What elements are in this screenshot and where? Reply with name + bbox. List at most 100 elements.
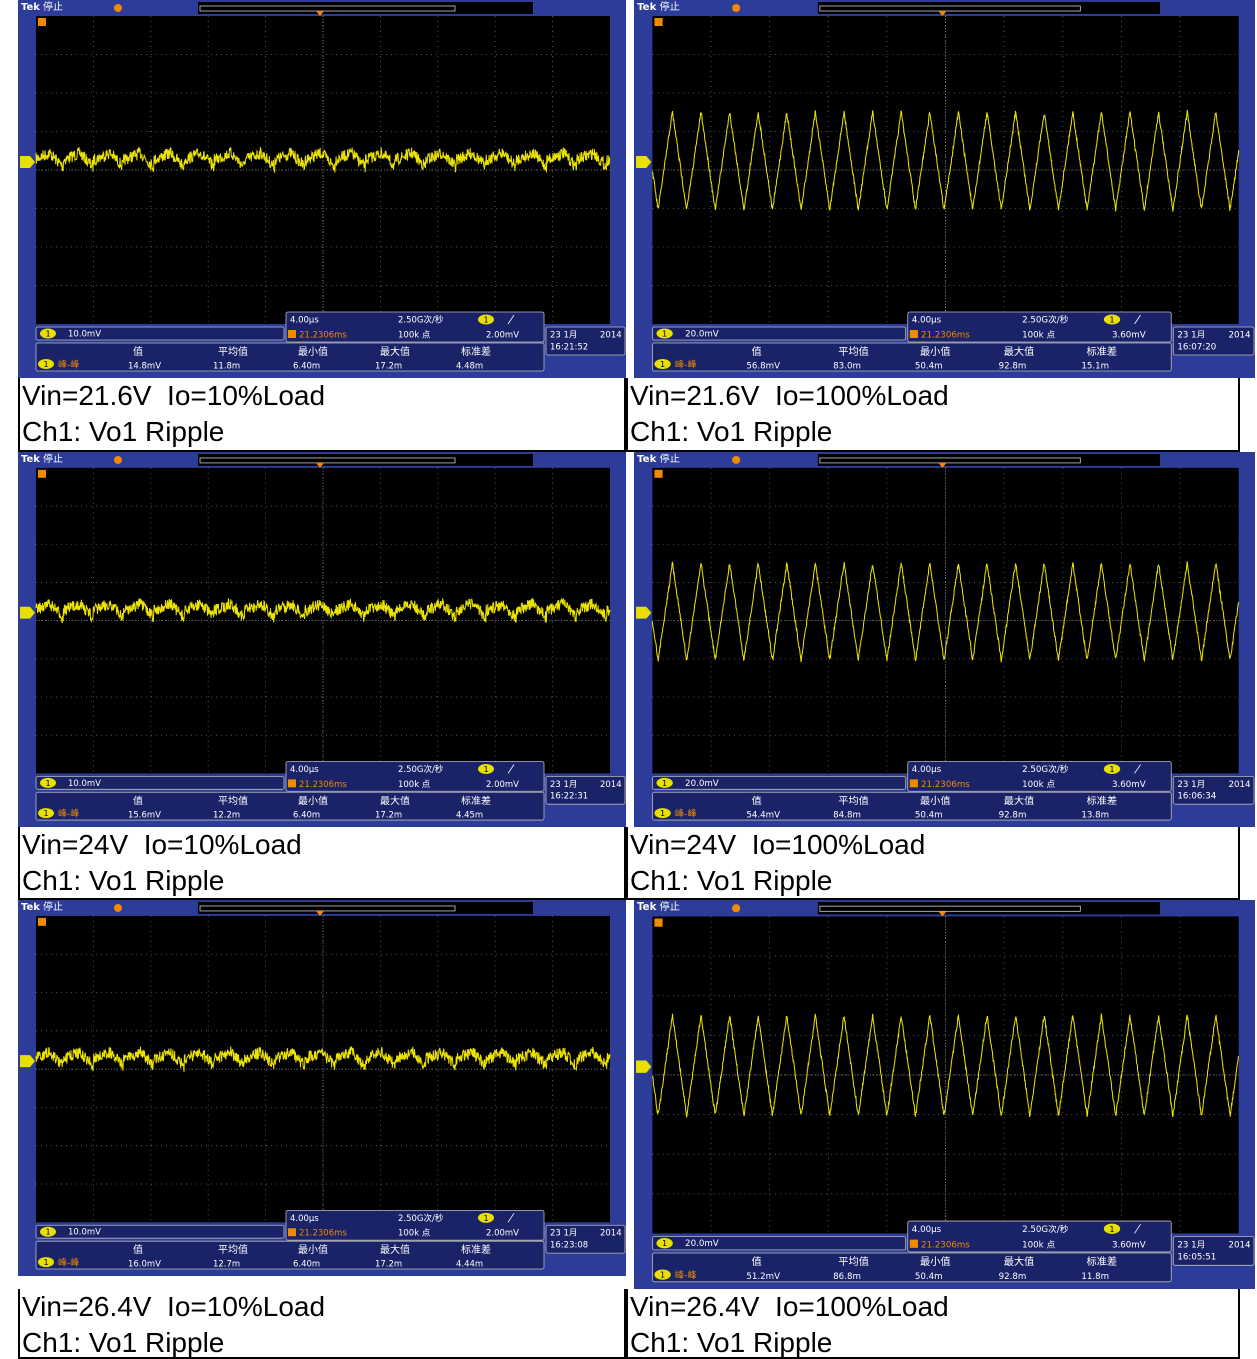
brand: Tek	[637, 2, 657, 13]
measure-value: 56.8mV	[746, 362, 780, 372]
channel-number: 1	[45, 1228, 50, 1237]
record-bar	[198, 902, 533, 914]
caption: Vin=21.6V Io=10%LoadCh1: Vo1 Ripple	[18, 378, 626, 452]
record-length: 100k 点	[1022, 330, 1055, 341]
measure-value: 13.8m	[1081, 811, 1109, 821]
timebase: 4.00µs	[290, 316, 319, 326]
scope-screen: Tek停止110.0mV4.00µs2.50G次/秒121.2306ms100k…	[18, 452, 626, 827]
measure-value: 51.2mV	[746, 1272, 780, 1282]
measure-value: 92.8m	[999, 1272, 1027, 1282]
measure-value: 11.8m	[1081, 1272, 1109, 1282]
measure-header: 平均值	[838, 345, 869, 358]
year: 2014	[1228, 331, 1250, 341]
measure-channel: 1	[43, 1258, 48, 1267]
measure-value: 4.48m	[456, 362, 483, 372]
measure-header: 值	[751, 1255, 761, 1268]
measure-value: 54.4mV	[746, 811, 780, 821]
channel-scale: 20.0mV	[685, 779, 719, 789]
time-ref	[114, 4, 122, 12]
clock: 16:06:34	[1177, 792, 1216, 802]
measure-name: 峰-峰	[675, 1270, 697, 1281]
run-status: 停止	[43, 900, 63, 913]
measure-name: 峰-峰	[58, 809, 79, 820]
trigger-icon	[910, 1240, 918, 1248]
run-status: 停止	[43, 0, 63, 13]
measure-value: 84.8m	[833, 811, 861, 821]
measure-header: 值	[133, 794, 143, 807]
time-ref	[732, 456, 740, 464]
sample-rate: 2.50G次/秒	[1022, 1223, 1069, 1235]
date: 23 1月	[1177, 330, 1205, 341]
sample-rate: 2.50G次/秒	[398, 315, 444, 326]
date: 23 1月	[550, 1228, 577, 1238]
measure-header: 平均值	[218, 345, 248, 358]
measure-header: 平均值	[218, 794, 248, 807]
record-bar	[198, 2, 533, 14]
trigger-level: 3.60mV	[1112, 780, 1146, 790]
measure-header: 平均值	[838, 1255, 869, 1268]
measure-header: 标准差	[461, 1243, 491, 1256]
trigger-channel: 1	[483, 765, 488, 774]
measure-name: 峰-峰	[58, 1258, 79, 1269]
measure-header: 最小值	[298, 794, 328, 807]
scope-screen: Tek停止110.0mV4.00µs2.50G次/秒121.2306ms100k…	[18, 0, 626, 378]
measure-header: 值	[751, 345, 761, 358]
trigger-icon	[288, 1228, 296, 1236]
caption-line: Vin=24V Io=100%Load	[630, 827, 1238, 863]
caption-line: Ch1: Vo1 Ripple	[22, 414, 624, 450]
measure-header: 最大值	[380, 345, 410, 358]
trigger-marker	[38, 18, 46, 26]
clock: 16:07:20	[1177, 343, 1216, 353]
measure-header: 平均值	[218, 1243, 248, 1256]
year: 2014	[600, 779, 622, 789]
trigger-time: 21.2306ms	[299, 779, 347, 789]
caption-line: Ch1: Vo1 Ripple	[22, 863, 624, 899]
caption-line: Vin=26.4V Io=100%Load	[630, 1289, 1238, 1325]
channel-scale: 10.0mV	[68, 778, 101, 788]
trigger-marker	[38, 470, 46, 478]
measure-channel: 1	[43, 360, 48, 369]
scope-screenshot: Tek停止120.0mV4.00µs2.50G次/秒121.2306ms100k…	[634, 0, 1255, 378]
trigger-level: 2.00mV	[486, 1228, 519, 1238]
trigger-channel: 1	[1109, 765, 1114, 774]
measure-header: 最小值	[298, 1243, 328, 1256]
trigger-time: 21.2306ms	[299, 1228, 347, 1238]
caption-line: Vin=21.6V Io=100%Load	[630, 378, 1238, 414]
measure-header: 最大值	[380, 1243, 410, 1256]
caption-line: Ch1: Vo1 Ripple	[630, 863, 1238, 899]
measure-header: 值	[751, 794, 761, 807]
brand: Tek	[21, 2, 40, 13]
record-length: 100k 点	[398, 779, 431, 789]
scope-screenshot: Tek停止110.0mV4.00µs2.50G次/秒121.2306ms100k…	[18, 452, 626, 827]
scope-screen: Tek停止110.0mV4.00µs2.50G次/秒121.2306ms100k…	[18, 900, 626, 1276]
measure-value: 16.0mV	[128, 1259, 161, 1269]
sample-rate: 2.50G次/秒	[398, 764, 444, 774]
channel-scale: 10.0mV	[68, 330, 101, 340]
timebase: 4.00µs	[912, 1225, 942, 1235]
measure-value: 50.4m	[915, 1272, 943, 1282]
channel-number: 1	[662, 1238, 667, 1248]
measure-header: 最大值	[1004, 1255, 1035, 1268]
measure-channel: 1	[660, 1270, 665, 1280]
measure-header: 标准差	[1086, 1255, 1117, 1268]
channel-scale: 20.0mV	[685, 330, 719, 340]
brand: Tek	[637, 454, 657, 465]
year: 2014	[600, 1228, 622, 1238]
document-page: Tek停止110.0mV4.00µs2.50G次/秒121.2306ms100k…	[0, 0, 1257, 1359]
channel-number: 1	[662, 779, 667, 788]
date: 23 1月	[550, 331, 577, 341]
measure-value: 50.4m	[915, 811, 943, 821]
trigger-time: 21.2306ms	[921, 331, 970, 341]
record-length: 100k 点	[1022, 779, 1055, 790]
run-status: 停止	[660, 452, 680, 465]
measure-header: 最小值	[920, 1255, 951, 1268]
measure-header: 最小值	[920, 794, 951, 807]
caption-line: Vin=21.6V Io=10%Load	[22, 378, 624, 414]
measure-value: 15.6mV	[128, 810, 161, 820]
measure-value: 12.7m	[213, 1259, 240, 1269]
measure-header: 最大值	[1004, 794, 1035, 807]
